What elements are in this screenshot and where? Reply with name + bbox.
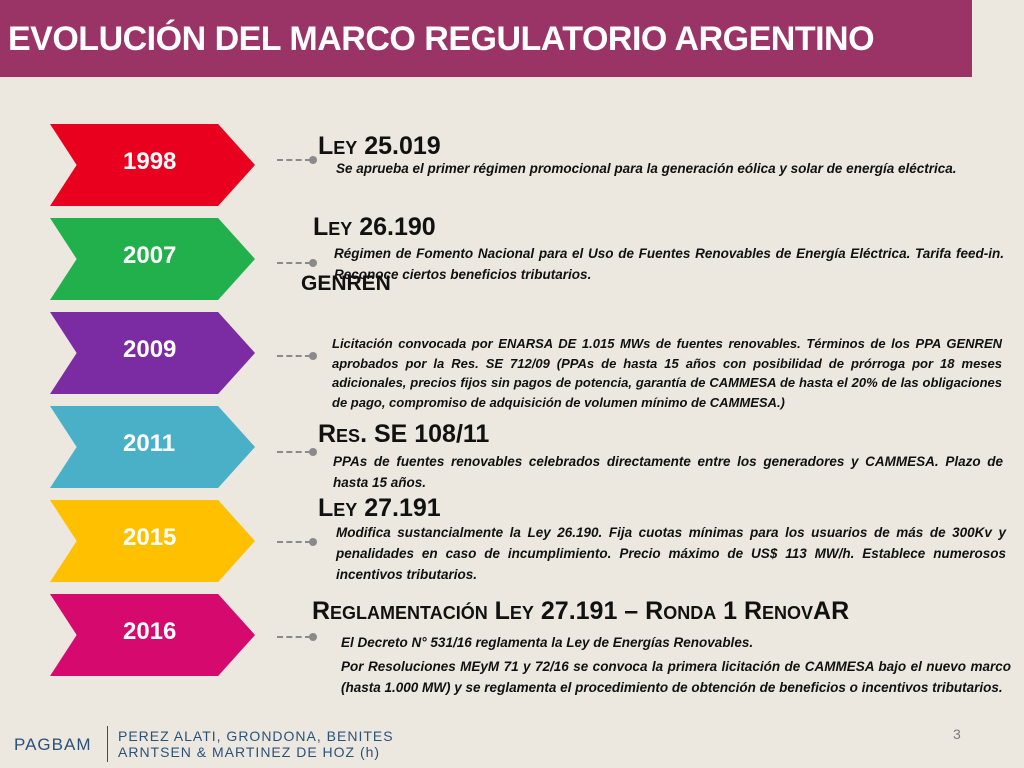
connector	[277, 538, 317, 546]
footer-divider	[107, 726, 108, 762]
connector	[277, 156, 317, 164]
year-arrow-2007: 2007	[50, 218, 255, 300]
year-label: 2009	[123, 336, 177, 363]
entry-heading: Ley 26.190	[313, 213, 436, 241]
entry-heading: Ley 25.019	[318, 132, 441, 160]
entry-heading: Ley 27.191	[318, 494, 441, 522]
firm-name: PEREZ ALATI, GRONDONA, BENITES ARNTSEN &…	[118, 728, 394, 760]
firm-name-line-2: ARNTSEN & MARTINEZ DE HOZ (h)	[118, 744, 381, 760]
entry-description: El Decreto N° 531/16 reglamenta la Ley d…	[341, 635, 754, 650]
year-label: 1998	[123, 148, 177, 175]
connector	[277, 633, 317, 641]
year-arrow-2015: 2015	[50, 500, 255, 582]
entry-description: PPAs de fuentes renovables celebrados di…	[333, 454, 1003, 490]
entry-heading: GENREN	[301, 272, 391, 295]
year-arrow-2009: 2009	[50, 312, 255, 394]
connector	[277, 259, 317, 267]
entry-description: Régimen de Fomento Nacional para el Uso …	[334, 246, 1004, 282]
year-label: 2015	[123, 524, 177, 551]
year-label: 2011	[123, 430, 176, 457]
title-bar: EVOLUCIÓN DEL MARCO REGULATORIO ARGENTIN…	[0, 0, 972, 77]
entry-description: Licitación convocada por ENARSA DE 1.015…	[332, 336, 1002, 410]
year-arrow-2011: 2011	[50, 406, 255, 488]
connector	[277, 352, 317, 360]
entry-heading: Res. SE 108/11	[318, 420, 490, 448]
year-label: 2007	[123, 242, 177, 269]
year-arrow-1998: 1998	[50, 124, 255, 206]
page-number: 3	[953, 726, 961, 742]
entry-description: Se aprueba el primer régimen promocional…	[336, 161, 957, 176]
entry-heading: Reglamentación Ley 27.191 – Ronda 1 Reno…	[312, 597, 850, 625]
firm-name-line-1: PEREZ ALATI, GRONDONA, BENITES	[118, 728, 394, 744]
entry-description: Modifica sustancialmente la Ley 26.190. …	[336, 525, 1006, 582]
page-title: EVOLUCIÓN DEL MARCO REGULATORIO ARGENTIN…	[8, 20, 875, 58]
firm-logo: PAGBAM	[14, 735, 92, 754]
entry-description-2: Por Resoluciones MEyM 71 y 72/16 se conv…	[341, 659, 1011, 695]
connector	[277, 448, 317, 456]
year-arrow-2016: 2016	[50, 594, 255, 676]
year-label: 2016	[123, 618, 177, 645]
